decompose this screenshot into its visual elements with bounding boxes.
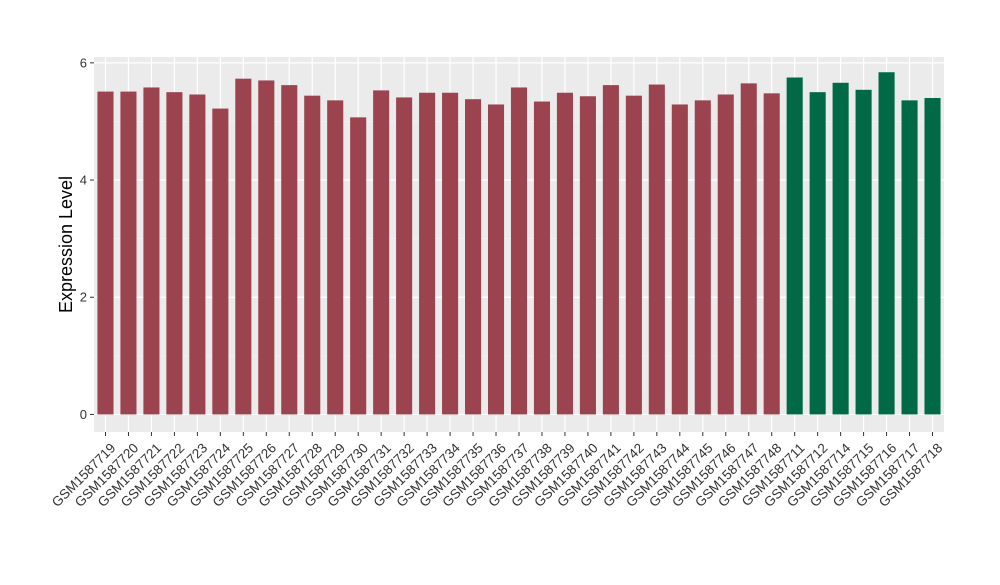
- y-axis: 0 2 4 6: [80, 55, 94, 422]
- bar-GSM1587726: [258, 80, 275, 415]
- bar-GSM1587734: [442, 92, 459, 415]
- bar-GSM1587721: [143, 87, 160, 415]
- bar-GSM1587730: [350, 117, 367, 415]
- bar-GSM1587717: [901, 100, 918, 415]
- bar-GSM1587716: [878, 72, 895, 415]
- y-tick-label: 2: [80, 290, 87, 305]
- bar-GSM1587718: [924, 98, 941, 415]
- bar-GSM1587722: [166, 92, 183, 415]
- bar-GSM1587746: [717, 94, 734, 415]
- bar-GSM1587723: [189, 94, 206, 415]
- bar-GSM1587742: [625, 95, 642, 415]
- bar-GSM1587720: [120, 91, 137, 415]
- bar-GSM1587728: [304, 95, 321, 415]
- bar-GSM1587735: [465, 99, 482, 415]
- bar-GSM1587738: [533, 101, 551, 415]
- y-tick-label: 0: [80, 407, 87, 422]
- bar-GSM1587724: [212, 108, 229, 415]
- bar-GSM1587714: [832, 82, 849, 415]
- bar-GSM1587736: [487, 104, 505, 415]
- bar-GSM1587712: [809, 92, 826, 415]
- bar-GSM1587711: [786, 77, 803, 415]
- bar-GSM1587725: [235, 78, 252, 415]
- bar-GSM1587741: [602, 85, 619, 415]
- y-tick-label: 6: [80, 55, 87, 70]
- bar-GSM1587731: [373, 90, 390, 415]
- bar-GSM1587747: [740, 83, 757, 415]
- bar-GSM1587748: [763, 93, 780, 415]
- y-tick-label: 4: [80, 173, 87, 188]
- bar-GSM1587733: [419, 92, 436, 415]
- bar-GSM1587715: [855, 89, 872, 415]
- bar-GSM1587727: [281, 85, 298, 415]
- x-axis: GSM1587719GSM1587720GSM1587721GSM1587722…: [49, 432, 945, 510]
- bar-GSM1587729: [327, 100, 344, 415]
- bar-GSM1587743: [648, 84, 665, 415]
- y-axis-label: Expression Level: [56, 176, 76, 313]
- bar-GSM1587740: [579, 96, 596, 415]
- bars: [97, 72, 941, 415]
- bar-GSM1587737: [510, 87, 528, 415]
- bar-GSM1587745: [694, 100, 711, 415]
- bar-GSM1587744: [671, 104, 688, 415]
- bar-GSM1587739: [556, 92, 573, 415]
- bar-GSM1587732: [396, 97, 413, 415]
- bar-GSM1587719: [97, 91, 114, 415]
